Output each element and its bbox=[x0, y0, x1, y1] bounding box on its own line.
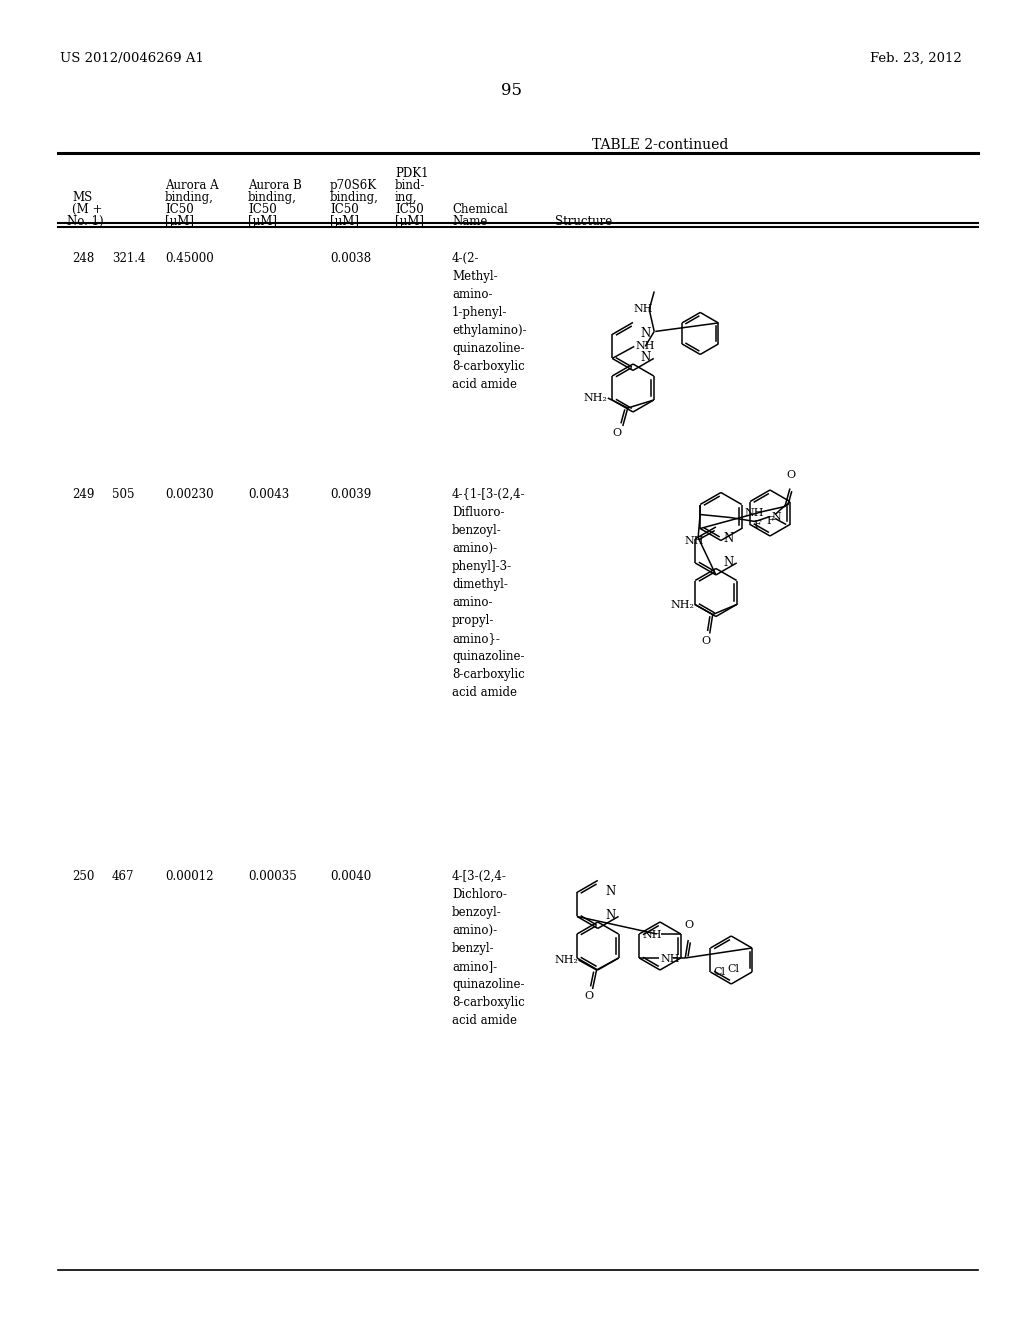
Text: 0.00012: 0.00012 bbox=[165, 870, 213, 883]
Text: 0.0039: 0.0039 bbox=[330, 488, 372, 502]
Text: NH₂: NH₂ bbox=[584, 393, 607, 403]
Text: IC50: IC50 bbox=[395, 203, 424, 216]
Text: IC50: IC50 bbox=[165, 203, 194, 216]
Text: 4-{1-[3-(2,4-
Difluoro-
benzoyl-
amino)-
phenyl]-3-
dimethyl-
amino-
propyl-
ami: 4-{1-[3-(2,4- Difluoro- benzoyl- amino)-… bbox=[452, 488, 525, 700]
Text: O: O bbox=[684, 920, 693, 931]
Text: Chemical: Chemical bbox=[452, 203, 508, 216]
Text: NH: NH bbox=[635, 342, 654, 351]
Text: O: O bbox=[585, 991, 594, 1001]
Text: [μM]: [μM] bbox=[165, 215, 194, 228]
Text: NH: NH bbox=[660, 954, 680, 964]
Text: bind-: bind- bbox=[395, 180, 425, 191]
Text: O: O bbox=[612, 428, 622, 438]
Text: N: N bbox=[641, 327, 651, 341]
Text: NH: NH bbox=[643, 931, 663, 940]
Text: Aurora A: Aurora A bbox=[165, 180, 219, 191]
Text: [μM]: [μM] bbox=[395, 215, 424, 228]
Text: 0.0043: 0.0043 bbox=[248, 488, 289, 502]
Text: N: N bbox=[724, 556, 734, 569]
Text: NH₂: NH₂ bbox=[671, 599, 694, 610]
Text: Structure: Structure bbox=[555, 215, 612, 228]
Text: [μM]: [μM] bbox=[330, 215, 359, 228]
Text: N: N bbox=[605, 886, 615, 899]
Text: 0.45000: 0.45000 bbox=[165, 252, 214, 265]
Text: binding,: binding, bbox=[248, 191, 297, 205]
Text: 250: 250 bbox=[72, 870, 94, 883]
Text: 0.0038: 0.0038 bbox=[330, 252, 371, 265]
Text: 321.4: 321.4 bbox=[112, 252, 145, 265]
Text: IC50: IC50 bbox=[248, 203, 276, 216]
Text: NH: NH bbox=[684, 536, 703, 545]
Text: Cl: Cl bbox=[714, 968, 725, 977]
Text: N: N bbox=[605, 909, 615, 923]
Text: binding,: binding, bbox=[165, 191, 214, 205]
Text: N: N bbox=[724, 532, 734, 545]
Text: Aurora B: Aurora B bbox=[248, 180, 302, 191]
Text: 4-(2-
Methyl-
amino-
1-phenyl-
ethylamino)-
quinazoline-
8-carboxylic
acid amide: 4-(2- Methyl- amino- 1-phenyl- ethylamin… bbox=[452, 252, 526, 391]
Text: binding,: binding, bbox=[330, 191, 379, 205]
Text: F: F bbox=[753, 520, 761, 529]
Text: 0.00035: 0.00035 bbox=[248, 870, 297, 883]
Text: Name: Name bbox=[452, 215, 487, 228]
Text: N: N bbox=[771, 511, 781, 521]
Text: US 2012/0046269 A1: US 2012/0046269 A1 bbox=[60, 51, 204, 65]
Text: No. 1): No. 1) bbox=[67, 215, 103, 228]
Text: 249: 249 bbox=[72, 488, 94, 502]
Text: 505: 505 bbox=[112, 488, 134, 502]
Text: 248: 248 bbox=[72, 252, 94, 265]
Text: TABLE 2-continued: TABLE 2-continued bbox=[592, 139, 728, 152]
Text: 0.00230: 0.00230 bbox=[165, 488, 214, 502]
Text: N: N bbox=[641, 351, 651, 364]
Text: 0.0040: 0.0040 bbox=[330, 870, 372, 883]
Text: p70S6K: p70S6K bbox=[330, 180, 377, 191]
Text: NH₂: NH₂ bbox=[555, 954, 579, 965]
Text: Cl: Cl bbox=[727, 964, 739, 974]
Text: NH: NH bbox=[633, 305, 652, 314]
Text: Feb. 23, 2012: Feb. 23, 2012 bbox=[870, 51, 962, 65]
Text: PDK1: PDK1 bbox=[395, 168, 428, 180]
Text: IC50: IC50 bbox=[330, 203, 358, 216]
Text: 467: 467 bbox=[112, 870, 134, 883]
Text: [μM]: [μM] bbox=[248, 215, 278, 228]
Text: (M +: (M + bbox=[72, 203, 102, 216]
Text: O: O bbox=[701, 635, 711, 645]
Text: ing,: ing, bbox=[395, 191, 418, 205]
Text: NH: NH bbox=[744, 507, 765, 517]
Text: MS: MS bbox=[72, 191, 92, 205]
Text: 95: 95 bbox=[502, 82, 522, 99]
Text: 4-[3-(2,4-
Dichloro-
benzoyl-
amino)-
benzyl-
amino]-
quinazoline-
8-carboxylic
: 4-[3-(2,4- Dichloro- benzoyl- amino)- be… bbox=[452, 870, 524, 1027]
Text: F: F bbox=[766, 516, 774, 525]
Text: O: O bbox=[785, 470, 795, 480]
